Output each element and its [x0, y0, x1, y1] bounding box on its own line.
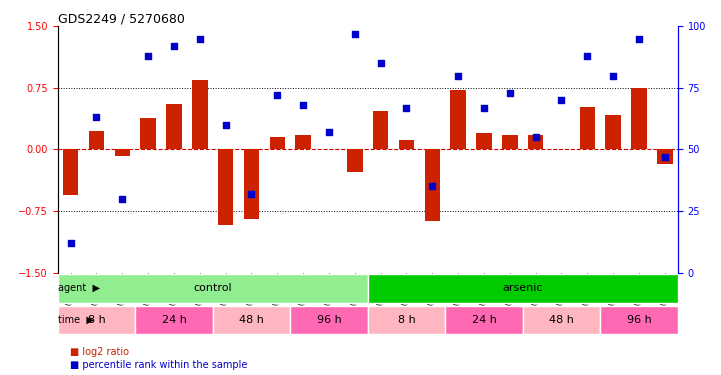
FancyBboxPatch shape [368, 274, 678, 303]
FancyBboxPatch shape [368, 306, 445, 334]
Point [272, 92, 283, 98]
Bar [141, 118, 156, 149]
Text: 48 h: 48 h [239, 315, 264, 325]
Bar [218, 149, 234, 225]
Text: control: control [193, 284, 232, 293]
Bar [63, 149, 79, 195]
Point [504, 90, 516, 96]
FancyBboxPatch shape [58, 306, 136, 334]
Point [375, 60, 386, 66]
Text: 48 h: 48 h [549, 315, 574, 325]
Text: 96 h: 96 h [317, 315, 341, 325]
Text: 24 h: 24 h [162, 315, 187, 325]
Text: 8 h: 8 h [87, 315, 105, 325]
Point [607, 72, 619, 78]
Point [91, 114, 102, 120]
Point [246, 191, 257, 197]
Text: 24 h: 24 h [472, 315, 497, 325]
FancyBboxPatch shape [523, 306, 601, 334]
Bar [502, 135, 518, 149]
Text: ■ percentile rank within the sample: ■ percentile rank within the sample [70, 360, 247, 370]
Bar [296, 135, 311, 149]
Bar [89, 131, 104, 149]
Bar [425, 149, 440, 221]
FancyBboxPatch shape [290, 306, 368, 334]
Bar [580, 107, 595, 149]
Point [297, 102, 309, 108]
Point [65, 240, 76, 246]
Point [401, 105, 412, 111]
Bar [347, 149, 363, 172]
Point [452, 72, 464, 78]
Bar [476, 133, 492, 149]
Bar [606, 115, 621, 149]
Point [142, 53, 154, 59]
Point [349, 31, 360, 37]
Bar [115, 149, 130, 156]
Text: ■ log2 ratio: ■ log2 ratio [70, 347, 129, 357]
Bar [373, 111, 389, 149]
FancyBboxPatch shape [136, 306, 213, 334]
Point [220, 122, 231, 128]
Point [194, 36, 205, 42]
Bar [166, 104, 182, 149]
Text: GDS2249 / 5270680: GDS2249 / 5270680 [58, 12, 185, 25]
FancyBboxPatch shape [601, 306, 678, 334]
FancyBboxPatch shape [445, 306, 523, 334]
Point [117, 196, 128, 202]
Point [556, 97, 567, 103]
Point [168, 43, 180, 49]
Bar [451, 90, 466, 149]
Bar [528, 135, 544, 149]
Point [478, 105, 490, 111]
Point [530, 134, 541, 140]
Text: arsenic: arsenic [503, 284, 543, 293]
FancyBboxPatch shape [58, 274, 368, 303]
Text: 8 h: 8 h [397, 315, 415, 325]
Point [323, 129, 335, 135]
Bar [399, 140, 414, 149]
Point [659, 154, 671, 160]
Text: 96 h: 96 h [627, 315, 651, 325]
Text: agent  ▶: agent ▶ [58, 284, 99, 293]
Bar [270, 137, 285, 149]
Point [427, 183, 438, 189]
Bar [244, 149, 260, 219]
Bar [657, 149, 673, 164]
Point [633, 36, 645, 42]
Point [582, 53, 593, 59]
Bar [192, 80, 208, 149]
Bar [632, 88, 647, 149]
FancyBboxPatch shape [213, 306, 290, 334]
Text: time  ▶: time ▶ [58, 315, 94, 325]
